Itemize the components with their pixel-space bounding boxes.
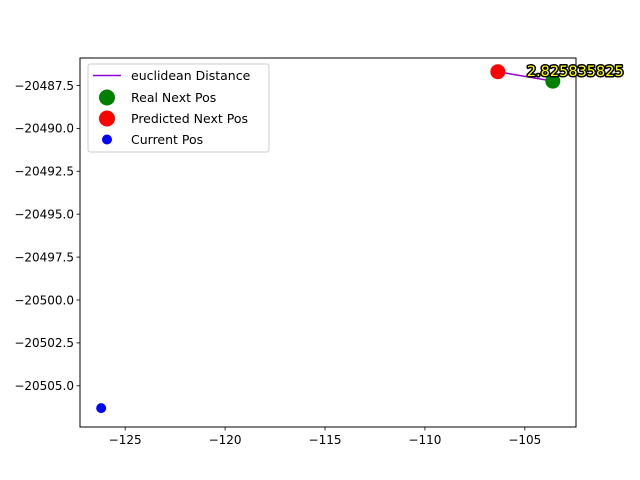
legend-marker-swatch xyxy=(99,89,115,106)
real-next-pos-point xyxy=(545,73,561,89)
y-tick-label: −20497.5 xyxy=(14,250,74,264)
y-axis: −20487.5 −20490.0 −20492.5 −20495.0 −20497.5… xyxy=(14,79,80,393)
legend-entry-label: euclidean Distance xyxy=(131,68,251,83)
y-tick-label: −20490.0 xyxy=(14,122,74,136)
x-axis: −125 −120 −115 −110 −105 xyxy=(109,427,541,447)
legend: euclidean Distance Real Next Pos Predicted… xyxy=(87,63,270,153)
legend-frame xyxy=(87,63,270,153)
legend-entry-label: Real Next Pos xyxy=(131,90,216,105)
x-tick-label: −125 xyxy=(109,433,142,447)
y-tick-label: −20495.0 xyxy=(14,207,74,221)
distance-annotation: 2.825835825 xyxy=(527,64,624,80)
x-tick-label: −120 xyxy=(209,433,242,447)
x-tick-label: −115 xyxy=(309,433,342,447)
plot-frame xyxy=(79,57,577,428)
legend-marker-swatch xyxy=(99,110,115,127)
legend-entry-label: Current Pos xyxy=(131,132,203,147)
y-tick-label: −20505.0 xyxy=(14,379,74,393)
x-tick-label: −110 xyxy=(408,433,441,447)
x-tick-label: −105 xyxy=(508,433,541,447)
y-tick-label: −20492.5 xyxy=(14,165,74,179)
legend-marker-swatch xyxy=(102,134,112,145)
predicted-next-pos-point xyxy=(490,64,506,80)
legend-entry-label: Predicted Next Pos xyxy=(131,111,248,126)
y-tick-label: −20502.5 xyxy=(14,336,74,350)
y-tick-label: −20500.0 xyxy=(14,293,74,307)
current-pos-point xyxy=(96,403,107,414)
y-tick-label: −20487.5 xyxy=(14,79,74,93)
distance-line xyxy=(497,70,553,82)
